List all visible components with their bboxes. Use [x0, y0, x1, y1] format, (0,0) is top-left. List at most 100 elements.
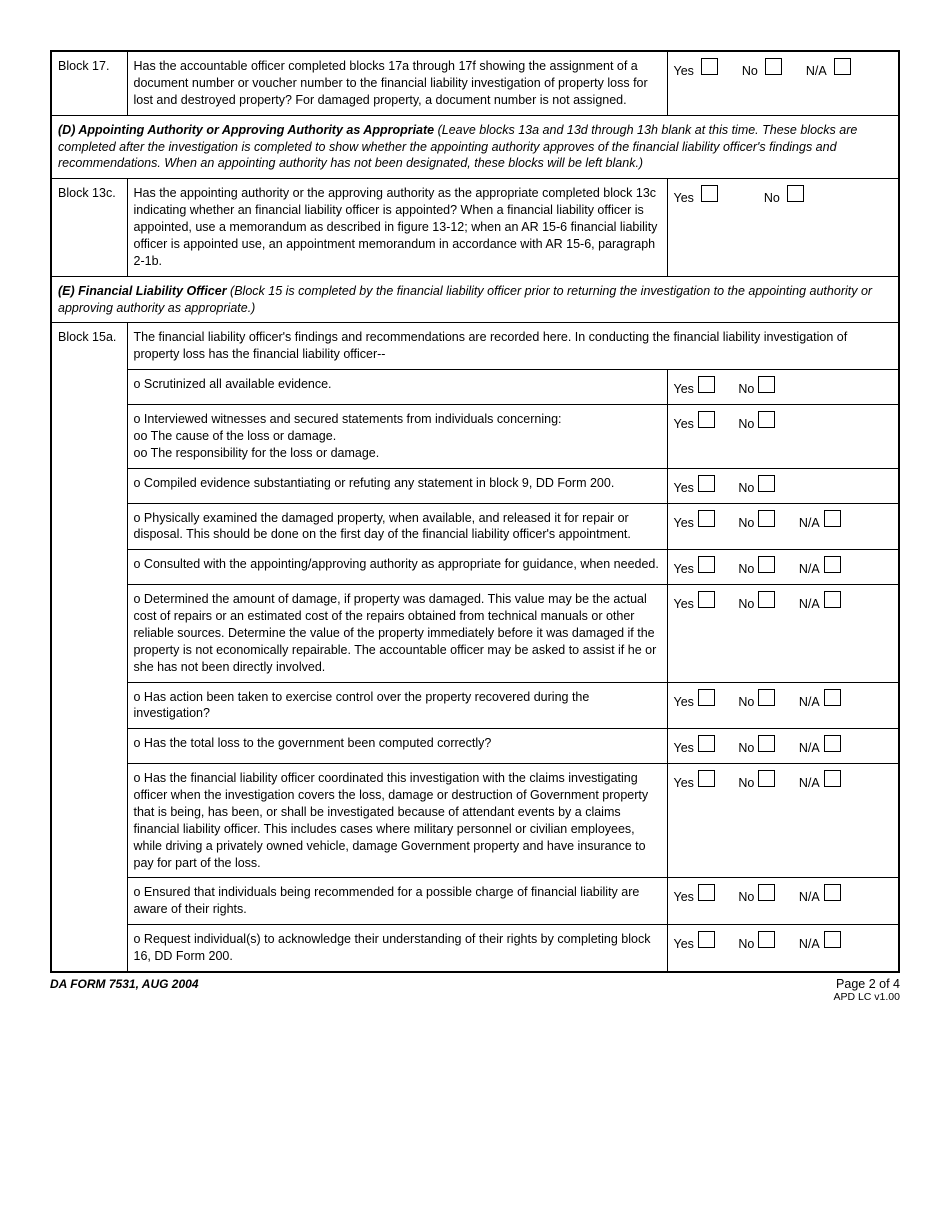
row-15a-item-6: o Has action been taken to exercise cont…	[51, 682, 899, 729]
item10-na-checkbox[interactable]	[824, 931, 841, 948]
no-label: No	[738, 481, 758, 495]
item5-text: o Determined the amount of damage, if pr…	[127, 585, 667, 682]
no-label: No	[738, 417, 758, 431]
no-label: No	[764, 191, 784, 205]
item8-options: Yes No N/A	[667, 764, 899, 878]
item10-no-checkbox[interactable]	[758, 931, 775, 948]
item1-yes-checkbox[interactable]	[698, 411, 715, 428]
item6-options: Yes No N/A	[667, 682, 899, 729]
item4-na-checkbox[interactable]	[824, 556, 841, 573]
item8-na-checkbox[interactable]	[824, 770, 841, 787]
row-15a-item-1: o Interviewed witnesses and secured stat…	[51, 405, 899, 469]
item4-text: o Consulted with the appointing/approvin…	[127, 550, 667, 585]
no-label: No	[738, 776, 758, 790]
item10-options: Yes No N/A	[667, 925, 899, 972]
block17-no-checkbox[interactable]	[765, 58, 782, 75]
item8-yes-checkbox[interactable]	[698, 770, 715, 787]
item4-options: Yes No N/A	[667, 550, 899, 585]
block13c-label: Block 13c.	[51, 179, 127, 276]
no-label: No	[738, 382, 758, 396]
row-block15a-intro: Block 15a. The financial liability offic…	[51, 323, 899, 370]
item5-yes-checkbox[interactable]	[698, 591, 715, 608]
no-label: No	[738, 741, 758, 755]
row-15a-item-2: o Compiled evidence substantiating or re…	[51, 468, 899, 503]
item3-yes-checkbox[interactable]	[698, 510, 715, 527]
item0-options: Yes No	[667, 370, 899, 405]
item2-yes-checkbox[interactable]	[698, 475, 715, 492]
item3-options: Yes No N/A	[667, 503, 899, 550]
item5-no-checkbox[interactable]	[758, 591, 775, 608]
item9-no-checkbox[interactable]	[758, 884, 775, 901]
yes-label: Yes	[674, 597, 698, 611]
na-label: N/A	[799, 695, 824, 709]
item6-yes-checkbox[interactable]	[698, 689, 715, 706]
block17-na-checkbox[interactable]	[834, 58, 851, 75]
item0-no-checkbox[interactable]	[758, 376, 775, 393]
item2-no-checkbox[interactable]	[758, 475, 775, 492]
row-section-e: (E) Financial Liability Officer (Block 1…	[51, 276, 899, 323]
na-label: N/A	[799, 890, 824, 904]
section-d-header: (D) Appointing Authority or Approving Au…	[51, 115, 899, 179]
footer-right: Page 2 of 4 APD LC v1.00	[833, 977, 900, 1003]
item2-options: Yes No	[667, 468, 899, 503]
na-label: N/A	[799, 516, 824, 530]
form-version: APD LC v1.00	[833, 991, 900, 1003]
item4-yes-checkbox[interactable]	[698, 556, 715, 573]
block13c-no-checkbox[interactable]	[787, 185, 804, 202]
no-label: No	[742, 64, 762, 78]
block13c-text: Has the appointing authority or the appr…	[134, 185, 661, 269]
yes-label: Yes	[674, 417, 698, 431]
block13c-yes-checkbox[interactable]	[701, 185, 718, 202]
row-block17: Block 17. Has the accountable officer co…	[51, 51, 899, 115]
block15a-label: Block 15a.	[51, 323, 127, 972]
no-label: No	[738, 562, 758, 576]
item9-yes-checkbox[interactable]	[698, 884, 715, 901]
item0-text: o Scrutinized all available evidence.	[127, 370, 667, 405]
item7-text: o Has the total loss to the government b…	[127, 729, 667, 764]
item7-na-checkbox[interactable]	[824, 735, 841, 752]
block17-label: Block 17.	[51, 51, 127, 115]
item9-text: o Ensured that individuals being recomme…	[127, 878, 667, 925]
yes-label: Yes	[674, 562, 698, 576]
item7-options: Yes No N/A	[667, 729, 899, 764]
row-15a-item-8: o Has the financial liability officer co…	[51, 764, 899, 878]
no-label: No	[738, 516, 758, 530]
page-footer: DA FORM 7531, AUG 2004 Page 2 of 4 APD L…	[50, 977, 900, 1003]
item0-yes-checkbox[interactable]	[698, 376, 715, 393]
yes-label: Yes	[674, 890, 698, 904]
item8-no-checkbox[interactable]	[758, 770, 775, 787]
no-label: No	[738, 937, 758, 951]
item4-no-checkbox[interactable]	[758, 556, 775, 573]
na-label: N/A	[806, 64, 831, 78]
na-label: N/A	[799, 562, 824, 576]
item9-options: Yes No N/A	[667, 878, 899, 925]
item1-no-checkbox[interactable]	[758, 411, 775, 428]
section-d-title: (D) Appointing Authority or Approving Au…	[58, 123, 434, 137]
block15a-intro: The financial liability officer's findin…	[127, 323, 899, 370]
no-label: No	[738, 890, 758, 904]
yes-label: Yes	[674, 382, 698, 396]
item3-na-checkbox[interactable]	[824, 510, 841, 527]
item6-na-checkbox[interactable]	[824, 689, 841, 706]
item3-text: o Physically examined the damaged proper…	[127, 503, 667, 550]
item5-na-checkbox[interactable]	[824, 591, 841, 608]
item7-yes-checkbox[interactable]	[698, 735, 715, 752]
block17-yes-checkbox[interactable]	[701, 58, 718, 75]
item6-no-checkbox[interactable]	[758, 689, 775, 706]
yes-label: Yes	[674, 191, 698, 205]
form-table: Block 17. Has the accountable officer co…	[50, 50, 900, 973]
yes-label: Yes	[674, 695, 698, 709]
item7-no-checkbox[interactable]	[758, 735, 775, 752]
item9-na-checkbox[interactable]	[824, 884, 841, 901]
item2-text: o Compiled evidence substantiating or re…	[127, 468, 667, 503]
form-page: Block 17. Has the accountable officer co…	[0, 0, 950, 1023]
item1-options: Yes No	[667, 405, 899, 469]
block17-options: Yes No N/A	[667, 51, 899, 115]
row-15a-item-4: o Consulted with the appointing/approvin…	[51, 550, 899, 585]
item10-yes-checkbox[interactable]	[698, 931, 715, 948]
yes-label: Yes	[674, 516, 698, 530]
item10-text: o Request individual(s) to acknowledge t…	[127, 925, 667, 972]
item8-text: o Has the financial liability officer co…	[127, 764, 667, 878]
item3-no-checkbox[interactable]	[758, 510, 775, 527]
block17-text: Has the accountable officer completed bl…	[127, 51, 667, 115]
